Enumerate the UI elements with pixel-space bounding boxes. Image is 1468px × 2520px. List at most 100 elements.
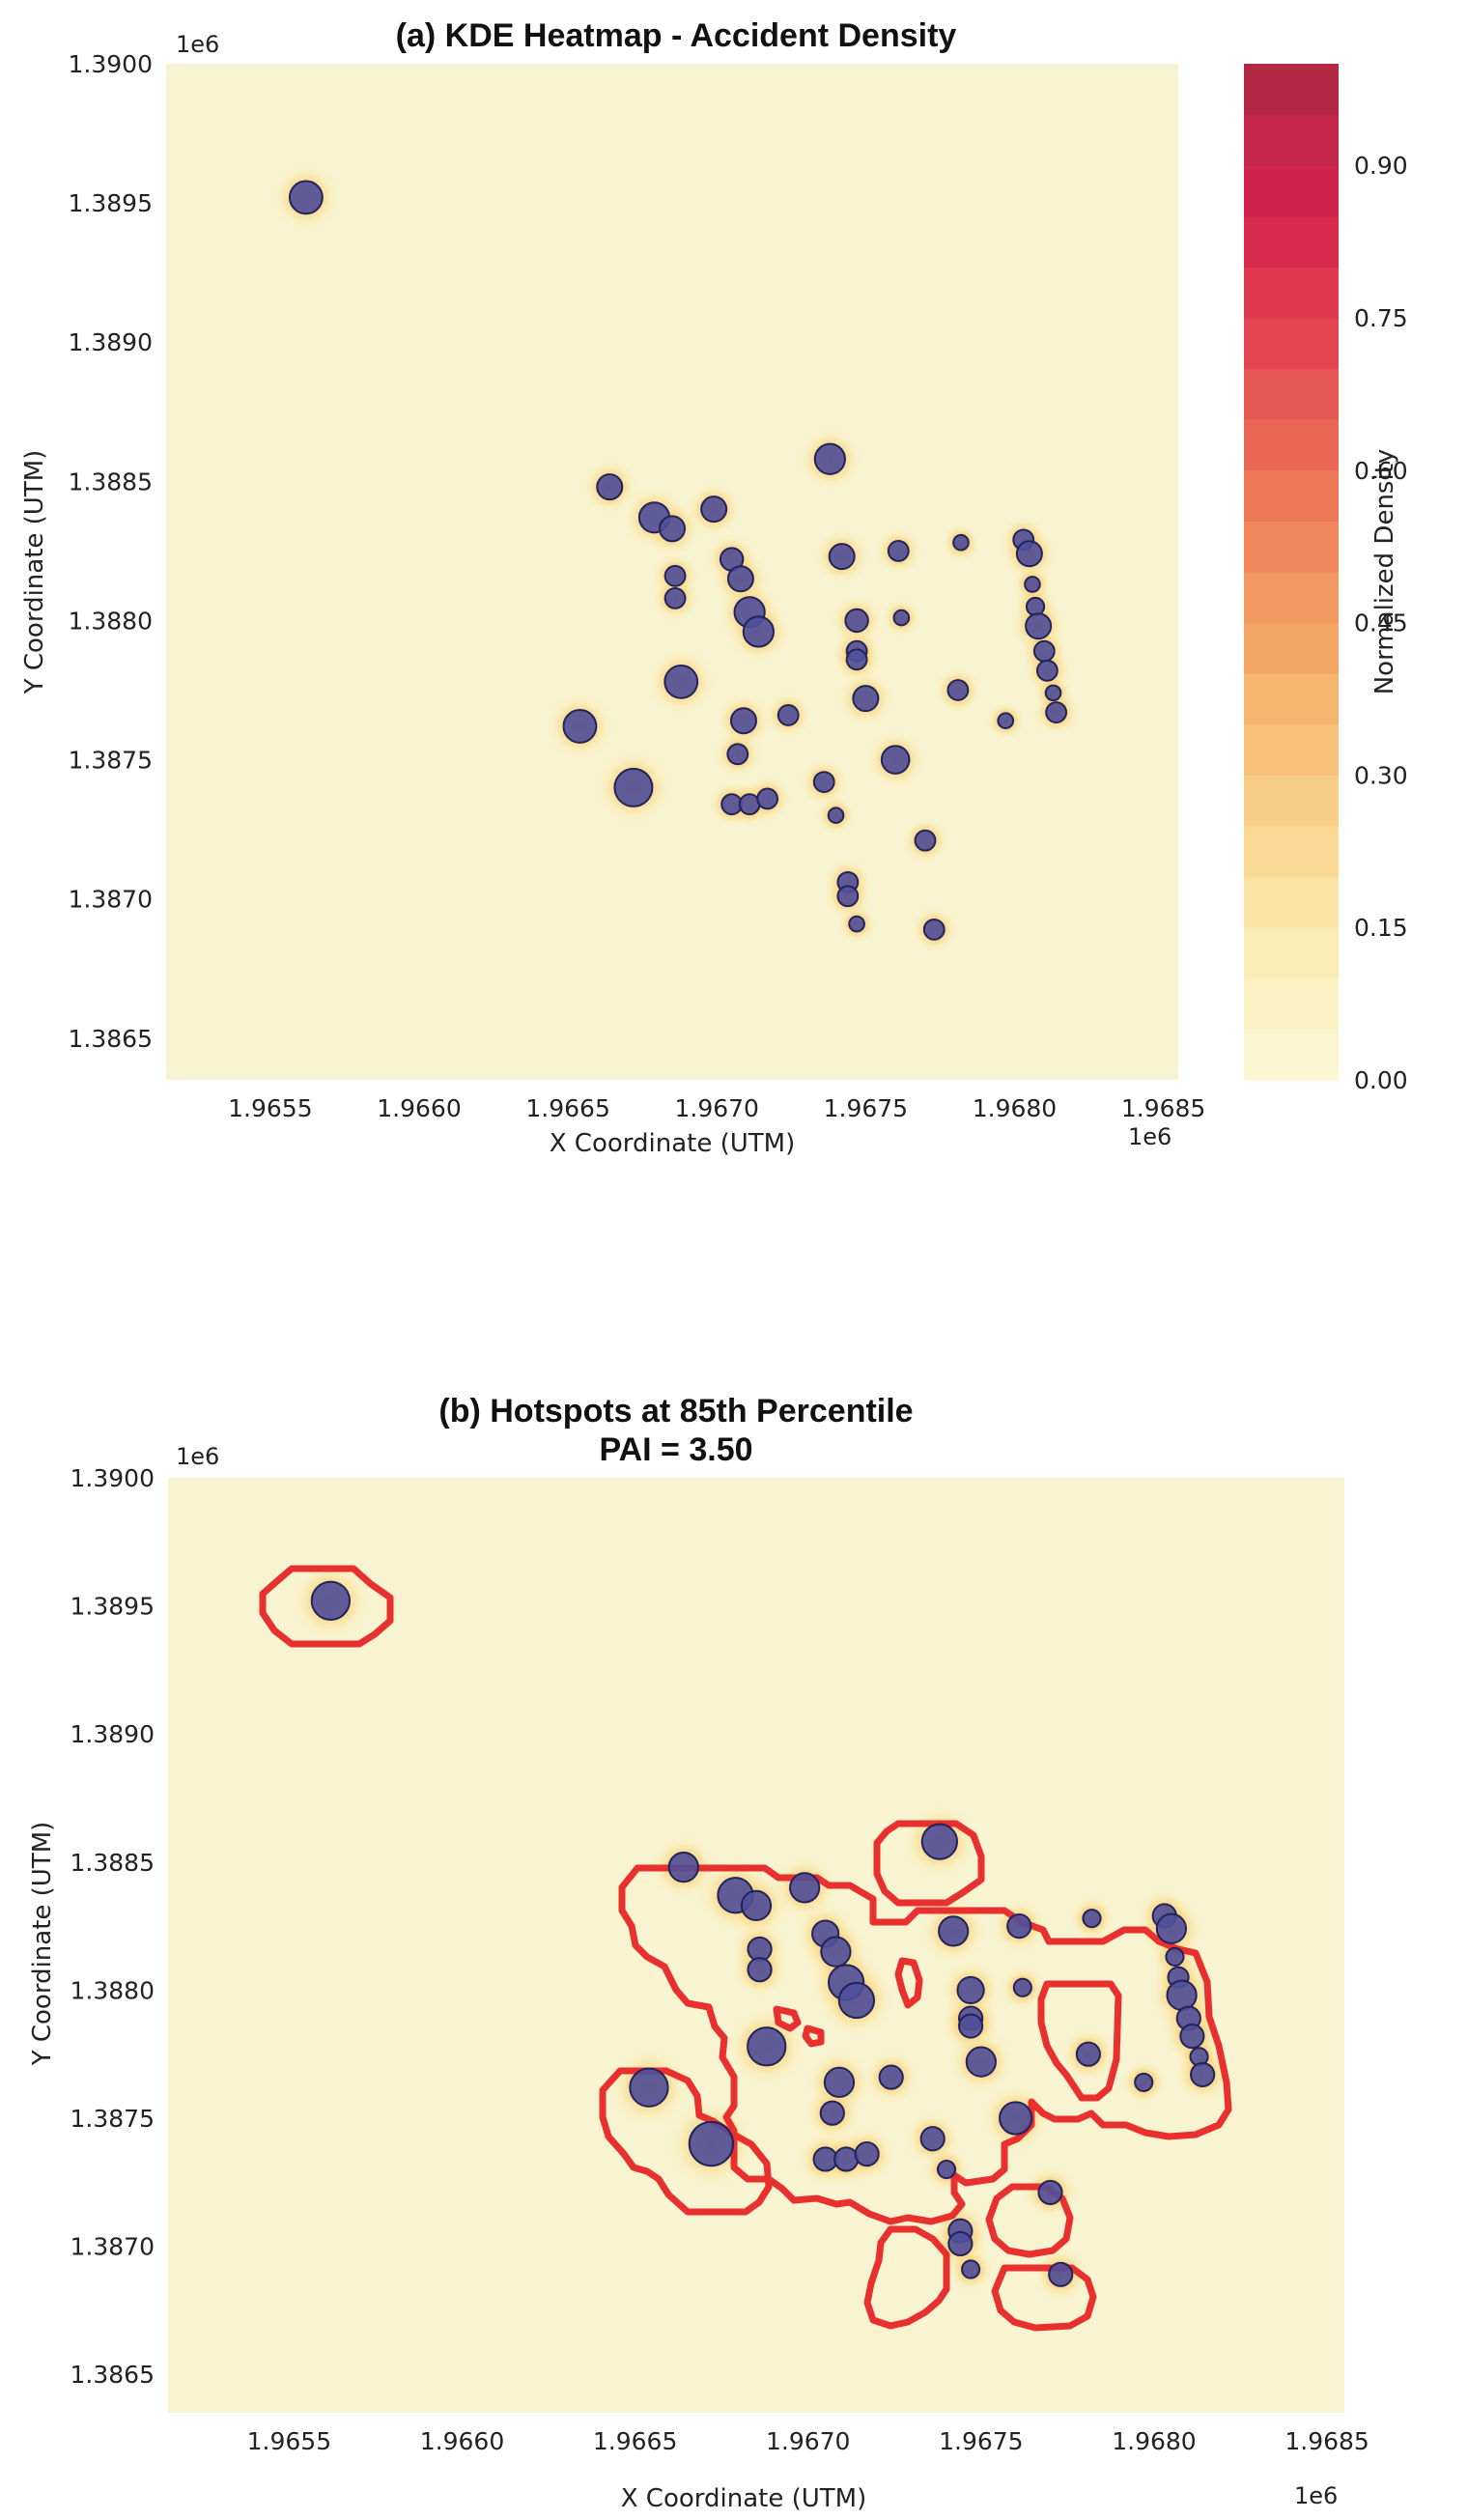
- hotspot-contours: [259, 1565, 1232, 2332]
- accident-point-12: [828, 543, 856, 571]
- accident-point-0: [310, 1580, 352, 1621]
- y-tick-label: 1.3900: [69, 50, 153, 78]
- accident-point-27: [892, 609, 911, 627]
- panel-a-title: (a) KDE Heatmap - Accident Density: [396, 17, 957, 54]
- y-tick-label: 1.3875: [69, 747, 153, 775]
- accident-point-26: [845, 648, 868, 671]
- accident-point-24: [956, 1975, 985, 2005]
- x-tick-label: 1.9680: [973, 1094, 1057, 1122]
- accident-point-31: [852, 685, 880, 713]
- y-tick-label: 1.3870: [71, 2233, 155, 2261]
- accident-point-1: [667, 1852, 699, 1883]
- accident-point-38: [833, 2146, 860, 2172]
- accident-point-8: [820, 1936, 852, 1968]
- accident-point-39: [854, 2141, 880, 2167]
- accident-point-29: [729, 707, 757, 735]
- panel-a-accident-points: [288, 180, 1068, 941]
- accident-point-19: [1166, 1979, 1198, 2011]
- panel-a-x-axis-label: X Coordinate (UTM): [550, 1129, 796, 1158]
- panel-b-y-ticks: 1.3865 1.3870 1.3875 1.3880 1.3885 1.3890 1.38…: [71, 1464, 155, 2389]
- accident-point-10: [742, 615, 775, 648]
- x-tick-label: 1.9685: [1284, 2427, 1369, 2455]
- accident-point-40: [919, 2126, 946, 2152]
- colorbar-band-9: [1244, 572, 1339, 624]
- hotspot-contour-north-peak: [873, 1820, 985, 1907]
- hotspot-contour-main-cluster: [618, 1864, 1232, 2225]
- y-tick-label: 1.3900: [71, 1464, 155, 1492]
- hotspot-contour-south-lobe: [863, 2225, 950, 2330]
- panel-b-x-axis-label: X Coordinate (UTM): [621, 2484, 867, 2513]
- panel-a-y-axis-label: Y Coordinate (UTM): [20, 450, 49, 695]
- x-tick-label: 1.9675: [939, 2427, 1023, 2455]
- y-tick-label: 1.3870: [69, 886, 153, 914]
- hotspot-contour-inner-gap-east: [894, 1957, 923, 2009]
- y-tick-label: 1.3895: [69, 189, 153, 217]
- colorbar-band-1: [1244, 977, 1339, 1030]
- accident-point-28: [747, 2026, 787, 2067]
- colorbar-label: Normalized Density: [1370, 449, 1399, 695]
- hotspot-contour-inner-gap-center: [802, 2024, 825, 2048]
- accident-point-4: [700, 496, 728, 524]
- panel-b-subtitle: PAI = 3.50: [599, 1431, 752, 1468]
- accident-point-13: [887, 539, 910, 562]
- x-tick-label: 1.9660: [420, 2427, 504, 2455]
- accident-point-45: [836, 885, 860, 908]
- colorbar-band-19: [1244, 64, 1339, 116]
- accident-point-41: [827, 807, 845, 824]
- panel-a-density-glows: [270, 161, 1082, 954]
- accident-point-34: [562, 709, 598, 744]
- accident-point-24: [844, 608, 869, 634]
- hotspot-contour-east-channel: [1037, 1980, 1122, 2102]
- hotspot-contour-southwest: [599, 2067, 773, 2216]
- y-tick-label: 1.3895: [71, 1593, 155, 1621]
- panel-b-accident-points: [310, 1580, 1216, 2287]
- colorbar-band-0: [1244, 1029, 1339, 1081]
- accident-point-33: [997, 712, 1015, 729]
- accident-point-8: [726, 565, 754, 593]
- accident-point-16: [1155, 1912, 1187, 1944]
- panel-b-x-ticks: 1.9655 1.9660 1.9665 1.9670 1.9675 1.9680 1.96…: [247, 2427, 1369, 2455]
- accident-point-11: [813, 442, 846, 475]
- y-tick-label: 1.3890: [69, 328, 153, 356]
- y-tick-label: 1.3885: [71, 1849, 155, 1877]
- colorbar-tick-label: 0.15: [1354, 914, 1408, 942]
- accident-point-42: [880, 745, 911, 775]
- accident-point-32: [946, 679, 970, 701]
- colorbar-band-4: [1244, 826, 1339, 878]
- colorbar-band-11: [1244, 469, 1339, 522]
- accident-point-40: [812, 771, 835, 794]
- colorbar-band-3: [1244, 876, 1339, 928]
- panel-a-x-ticks: 1.9655 1.9660 1.9665 1.9670 1.9675 1.9680 1.96…: [228, 1094, 1205, 1122]
- accident-point-26: [958, 2013, 984, 2039]
- accident-point-17: [1024, 576, 1041, 593]
- y-tick-label: 1.3885: [69, 467, 153, 496]
- accident-point-31: [965, 2046, 997, 2078]
- accident-point-30: [878, 2064, 904, 2090]
- accident-point-19: [1025, 612, 1053, 640]
- panel-b-y-offset: 1e6: [176, 1443, 219, 1470]
- panel-a-y-ticks: 1.3865 1.3870 1.3875 1.3880 1.3885 1.3890 1.38…: [69, 50, 153, 1053]
- x-tick-label: 1.9655: [228, 1094, 312, 1122]
- colorbar-band-12: [1244, 419, 1339, 471]
- panel-b-title: (b) Hotspots at 85th Percentile: [438, 1393, 913, 1430]
- accident-point-6: [663, 586, 687, 609]
- colorbar-tick-label: 0.30: [1354, 761, 1408, 789]
- colorbar-tick-label: 0.00: [1354, 1066, 1408, 1094]
- accident-point-36: [819, 2100, 845, 2126]
- accident-point-43: [914, 829, 937, 852]
- colorbar-tick-label: 0.60: [1354, 457, 1408, 485]
- accident-point-42: [999, 2101, 1033, 2136]
- x-tick-label: 1.9660: [377, 1094, 461, 1122]
- accident-point-47: [922, 918, 946, 941]
- y-tick-label: 1.3865: [71, 2361, 155, 2389]
- accident-point-20: [1032, 639, 1056, 663]
- accident-point-35: [613, 767, 654, 807]
- accident-point-21: [1179, 2024, 1205, 2050]
- x-tick-label: 1.9665: [593, 2427, 677, 2455]
- accident-point-33: [1134, 2072, 1154, 2092]
- colorbar-ticks: 0.00 0.15 0.30 0.45 0.60 0.75 0.90: [1354, 152, 1408, 1094]
- y-tick-label: 1.3880: [71, 1976, 155, 2004]
- accident-point-30: [776, 704, 800, 726]
- x-tick-label: 1.9670: [674, 1094, 758, 1122]
